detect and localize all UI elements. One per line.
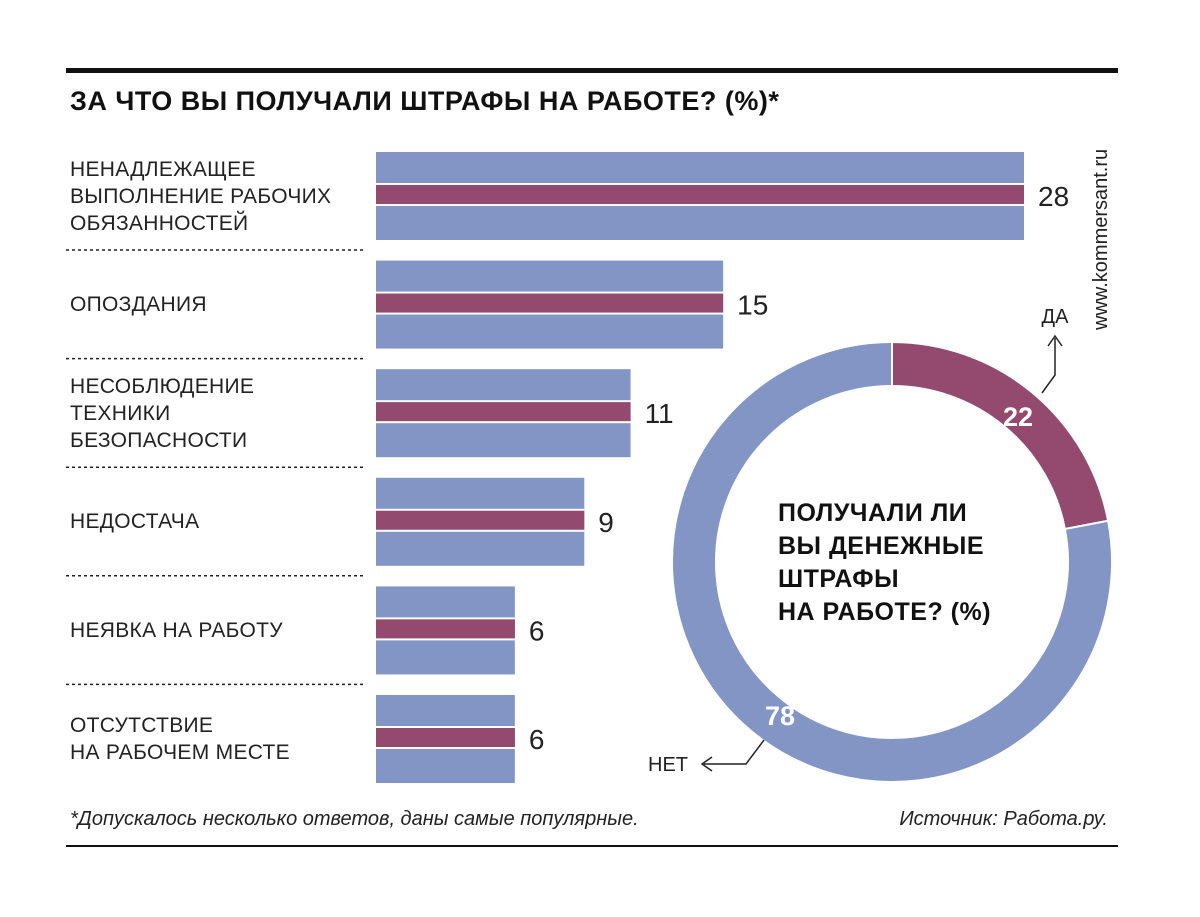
callout-line-no [704, 739, 765, 765]
category-label-line: НЕДОСТАЧА [70, 510, 200, 534]
bar-value-label: 9 [598, 507, 614, 538]
chart-title: ЗА ЧТО ВЫ ПОЛУЧАЛИ ШТРАФЫ НА РАБОТЕ? (%)… [70, 86, 780, 116]
bar-accent [376, 402, 631, 422]
bar-divider [376, 529, 585, 532]
bar-divider [376, 617, 515, 620]
footnote: *Допускалось несколько ответов, даны сам… [70, 808, 639, 830]
bottom-rule [66, 845, 1118, 847]
bar-divider [376, 400, 631, 403]
callout-line-yes [1041, 338, 1056, 394]
source-note: Источник: Работа.ру. [899, 808, 1108, 830]
category-label-line: БЕЗОПАСНОСТИ [70, 428, 248, 452]
bar-value-label: 28 [1038, 181, 1069, 212]
bar-accent [376, 619, 515, 639]
bar-divider [376, 747, 515, 749]
donut-title-line: ПОЛУЧАЛИ ЛИ [778, 499, 968, 527]
bar-divider [376, 421, 631, 424]
category-label: ОТСУТСТВИЕ НА РАБОЧЕМ МЕСТЕ [70, 712, 290, 766]
bar-value-label: 11 [645, 398, 674, 429]
bar-accent [376, 185, 1024, 204]
bar-divider [376, 508, 585, 511]
bar-divider [376, 312, 724, 315]
category-label: НЕЯВКА НА РАБОТУ [70, 617, 283, 644]
category-label: НЕНАДЛЕЖАЩЕЕ ВЫПОЛНЕНИЕ РАБОЧИХ ОБЯЗАННОСТ… [70, 156, 331, 237]
category-label-line: НЕНАДЛЕЖАЩЕЕ [70, 157, 256, 181]
category-label-line: НЕЯВКА НА РАБОТУ [70, 618, 283, 642]
category-label: ОПОЗДАНИЯ [70, 291, 207, 318]
bar-divider [376, 726, 515, 728]
category-label: НЕДОСТАЧА [70, 508, 199, 535]
bar-accent [376, 293, 724, 313]
category-label-line: ОПОЗДАНИЯ [70, 293, 207, 317]
donut-slice [671, 340, 1113, 783]
bar-value-label: 6 [529, 615, 545, 646]
donut-title-line: ШТРАФЫ [778, 565, 900, 593]
donut-value-label: 22 [1003, 402, 1033, 432]
bar-divider [376, 291, 724, 294]
bar-divider [376, 204, 1024, 206]
category-label: НЕСОБЛЮДЕНИЕ ТЕХНИКИ БЕЗОПАСНОСТИ [70, 373, 254, 454]
category-label-line: НА РАБОЧЕМ МЕСТЕ [70, 741, 290, 764]
category-label-line: НЕСОБЛЮДЕНИЕ [70, 374, 255, 398]
callout-arrow-no [700, 756, 713, 772]
donut-title-line: НА РАБОТЕ? (%) [778, 598, 992, 626]
donut-value-label: 78 [765, 701, 795, 731]
callout-label-no: НЕТ [648, 754, 688, 776]
category-label-line: ОБЯЗАННОСТЕЙ [70, 211, 249, 235]
bar-value-label: 15 [737, 290, 768, 321]
category-label-line: ВЫПОЛНЕНИЕ РАБОЧИХ [70, 184, 332, 208]
category-label-line: ТЕХНИКИ [70, 401, 171, 425]
bar-value-label: 6 [529, 724, 545, 755]
top-rule [66, 68, 1118, 73]
bar-accent [376, 510, 585, 530]
donut-title-line: ВЫ ДЕНЕЖНЫЕ [778, 532, 984, 560]
callout-arrow-yes [1047, 334, 1063, 347]
category-label-line: ОТСУТСТВИЕ [70, 714, 214, 737]
donut-title: ПОЛУЧАЛИ ЛИ ВЫ ДЕНЕЖНЫЕ ШТРАФЫ НА РАБОТЕ… [778, 497, 991, 629]
bar-divider [376, 183, 1024, 185]
callout-label-yes: ДА [1042, 306, 1070, 328]
bar-divider [376, 638, 515, 641]
bar-accent [376, 728, 515, 747]
